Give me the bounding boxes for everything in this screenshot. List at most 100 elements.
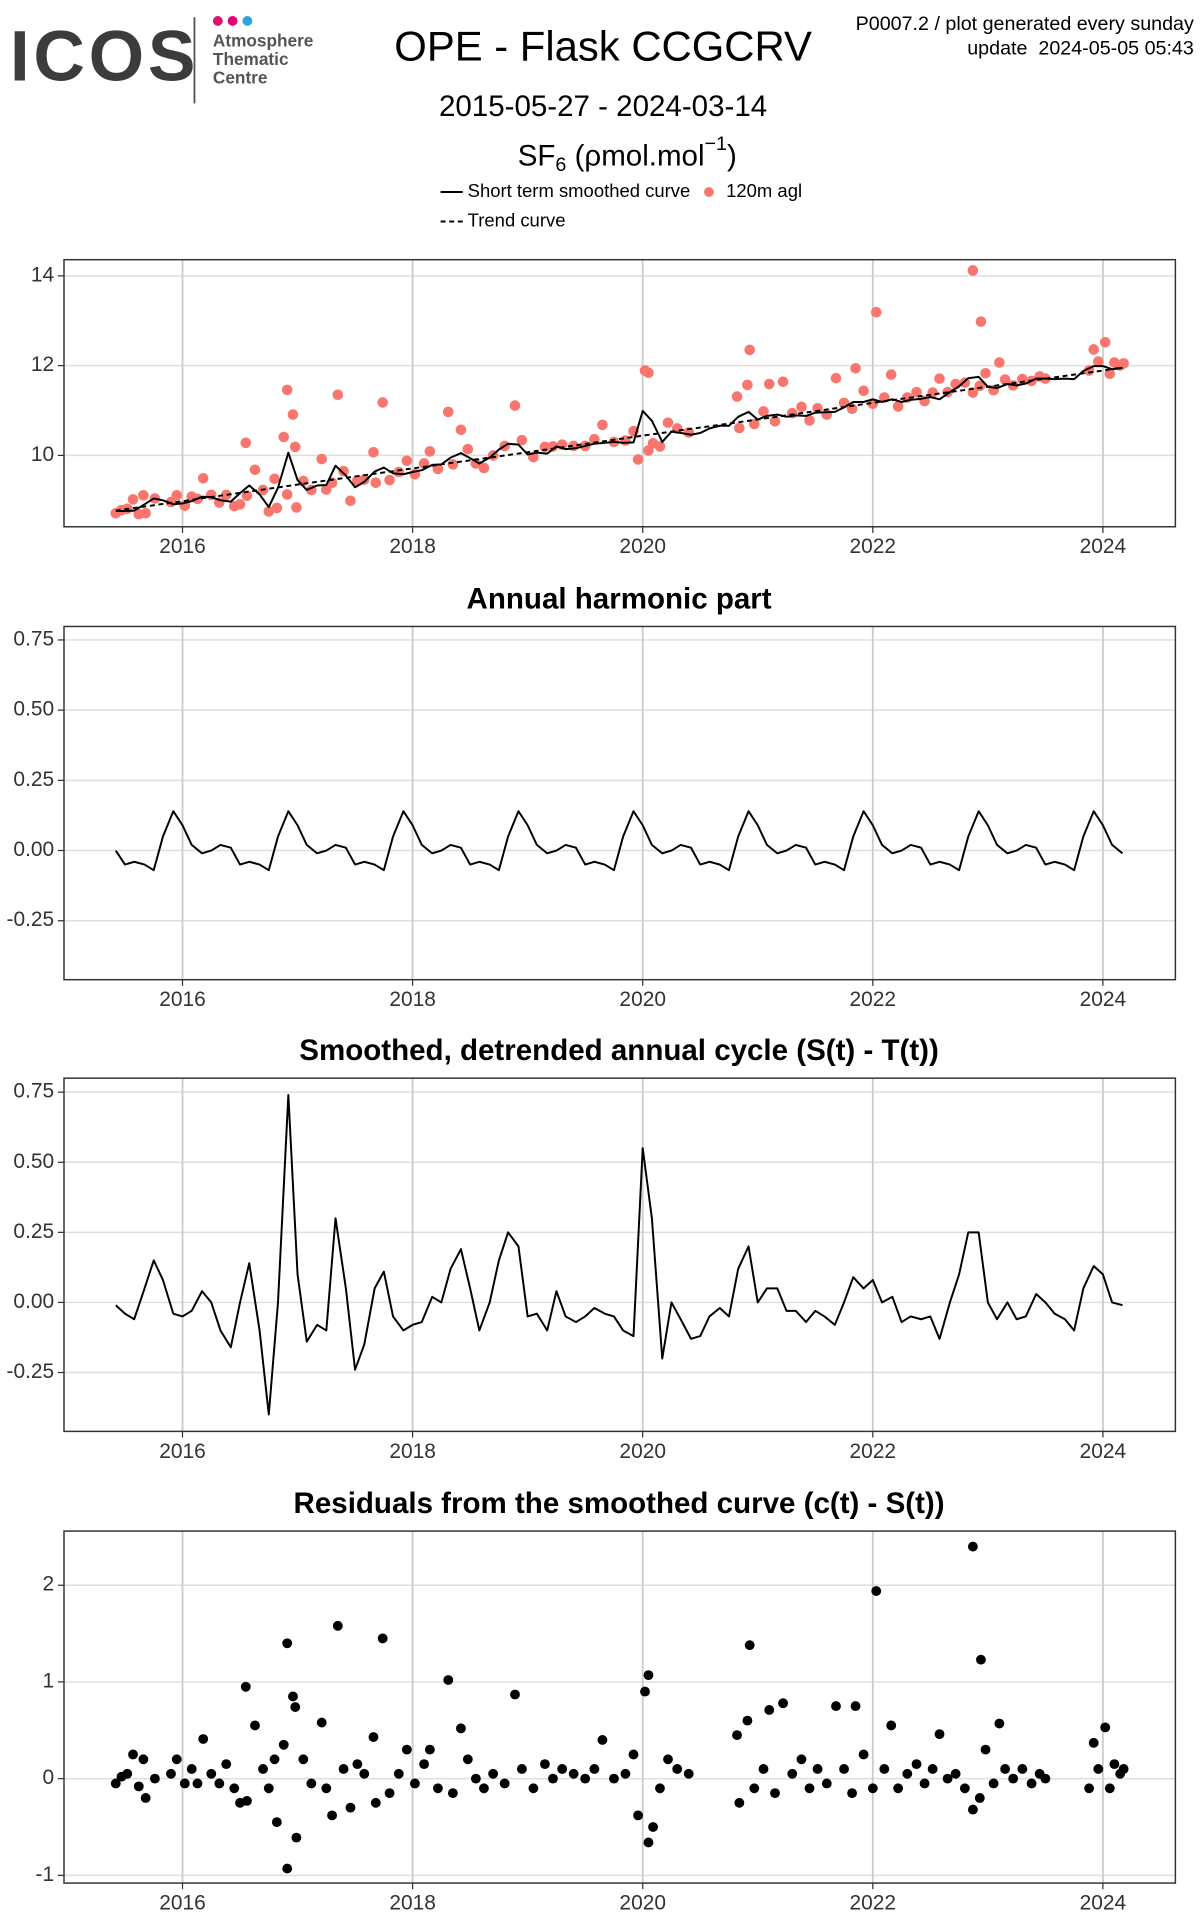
data-point	[858, 385, 869, 397]
data-point	[479, 1783, 489, 1794]
data-point	[879, 1764, 890, 1774]
data-point	[127, 494, 139, 505]
title: OPE - Flask CCGCRV	[394, 22, 812, 69]
data-point	[1118, 1764, 1129, 1774]
data-point	[443, 1675, 454, 1685]
data-point	[221, 1759, 232, 1770]
data-point	[731, 391, 743, 402]
plot-border	[63, 1077, 1177, 1433]
data-point	[871, 1586, 882, 1596]
y-tick-label: 0.00	[13, 838, 54, 861]
y-tick-label: 14	[31, 263, 55, 286]
data-point	[332, 1620, 343, 1631]
data-point	[777, 376, 789, 388]
data-point	[1000, 1764, 1011, 1774]
subtitle-part: SF	[518, 139, 556, 172]
data-point	[290, 1702, 301, 1712]
y-tick-label: -0.25	[6, 1360, 54, 1383]
y-tick-label: 0.50	[13, 1150, 54, 1173]
data-point	[338, 465, 349, 477]
y-tick-label: 0.75	[13, 627, 54, 650]
data-point	[911, 1759, 922, 1770]
data-point	[287, 409, 299, 420]
data-point	[214, 1778, 225, 1789]
data-point	[229, 1783, 240, 1794]
x-tick-label: 2016	[159, 535, 206, 558]
data-point	[509, 400, 521, 411]
logo-dot	[212, 16, 223, 26]
data-point	[1104, 368, 1116, 379]
chart-title: Annual harmonic part	[467, 582, 772, 615]
logo-dot	[227, 16, 238, 26]
data-point	[138, 1754, 149, 1765]
data-point	[568, 1768, 579, 1779]
data-point	[321, 1783, 332, 1794]
data-line	[114, 810, 1124, 872]
data-point	[999, 374, 1011, 385]
data-point	[327, 1810, 337, 1821]
data-point	[1088, 344, 1099, 355]
data-point	[734, 422, 745, 434]
data-point	[122, 1768, 133, 1779]
data-line	[115, 365, 1123, 513]
data-point	[640, 1686, 650, 1697]
data-point	[384, 1788, 395, 1799]
data-point	[258, 1764, 268, 1774]
data-point	[516, 434, 528, 446]
data-point	[179, 1778, 190, 1789]
data-point	[1017, 1764, 1028, 1774]
data-point	[234, 499, 246, 510]
data-point	[850, 1701, 861, 1712]
data-point	[662, 417, 674, 428]
x-tick-label: 2018	[389, 535, 436, 558]
data-point	[298, 1754, 309, 1765]
data-point	[1093, 356, 1104, 367]
data-point	[744, 1640, 755, 1651]
data-point	[166, 1768, 176, 1779]
data-point	[242, 1795, 252, 1806]
x-tick-label: 2018	[389, 1892, 436, 1915]
data-point	[812, 1764, 823, 1774]
data-point	[488, 1768, 499, 1779]
data-point	[316, 1717, 327, 1728]
data-point	[758, 406, 769, 417]
data-point	[1088, 1737, 1099, 1748]
data-point	[368, 1732, 379, 1742]
data-point	[655, 1783, 665, 1794]
data-point	[886, 1720, 897, 1731]
data-point	[510, 1689, 520, 1700]
data-point	[401, 455, 413, 467]
data-point	[967, 1804, 978, 1815]
x-tick-label: 2024	[1080, 535, 1127, 558]
data-point	[769, 415, 781, 427]
data-point	[839, 1764, 849, 1774]
data-point	[424, 1744, 435, 1755]
data-point	[409, 1778, 420, 1789]
data-point	[654, 441, 666, 452]
data-point	[934, 373, 945, 384]
data-point	[911, 386, 922, 398]
data-point	[1017, 373, 1028, 385]
data-point	[959, 1783, 970, 1794]
subtitle-sub: 6	[555, 154, 566, 176]
data-point	[643, 367, 654, 379]
data-point	[847, 1788, 858, 1799]
data-point	[927, 1764, 938, 1774]
data-point	[632, 454, 644, 465]
data-point	[867, 398, 879, 410]
data-point	[942, 1773, 953, 1784]
data-point	[528, 1783, 539, 1794]
x-tick-label: 2016	[159, 1892, 206, 1915]
data-point	[377, 397, 388, 408]
x-tick-label: 2024	[1080, 1892, 1127, 1915]
legend-label: 120m agl	[726, 180, 802, 201]
data-point	[345, 495, 356, 507]
data-point	[271, 502, 283, 514]
data-point	[269, 473, 280, 485]
x-tick-label: 2016	[159, 988, 206, 1011]
data-point	[462, 443, 474, 455]
y-tick-label: 10	[31, 443, 54, 466]
data-point	[643, 1837, 654, 1848]
x-tick-label: 2022	[850, 1440, 897, 1463]
meta: update 2024-05-05 05:43	[967, 37, 1194, 59]
